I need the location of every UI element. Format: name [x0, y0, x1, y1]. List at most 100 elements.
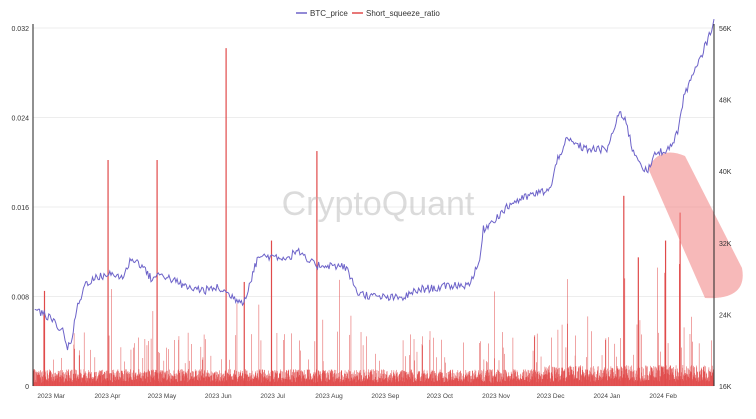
short-squeeze-bar [341, 370, 343, 386]
short-squeeze-bar [495, 377, 496, 386]
short-squeeze-bar [693, 365, 694, 386]
short-squeeze-bar [337, 378, 338, 386]
short-squeeze-bar [381, 370, 383, 386]
short-squeeze-bar [558, 368, 559, 386]
short-squeeze-bar [194, 376, 195, 386]
short-squeeze-bar [219, 370, 220, 386]
short-squeeze-bar [484, 380, 486, 386]
short-squeeze-bar [547, 374, 548, 386]
short-squeeze-bar [630, 378, 632, 386]
short-squeeze-bar [712, 372, 714, 386]
short-squeeze-bar [576, 379, 577, 386]
short-squeeze-bar [199, 380, 201, 386]
short-squeeze-bar [340, 382, 342, 386]
short-squeeze-bar [272, 373, 273, 386]
x-tick-label: 2023 May [148, 393, 177, 400]
short-squeeze-bar [245, 373, 247, 386]
short-squeeze-bar [175, 378, 177, 386]
short-squeeze-bar [149, 376, 151, 386]
short-squeeze-bar [358, 380, 359, 386]
short-squeeze-bar [149, 370, 150, 386]
short-squeeze-bar [499, 372, 500, 386]
short-squeeze-bar [58, 382, 60, 386]
short-squeeze-bar [282, 377, 283, 386]
short-squeeze-bar [519, 381, 521, 386]
short-squeeze-bar [584, 375, 586, 386]
short-squeeze-bar [173, 380, 174, 386]
short-squeeze-bar [590, 367, 592, 386]
short-squeeze-bar [609, 369, 611, 386]
short-squeeze-bar [257, 378, 259, 386]
short-squeeze-bar [336, 373, 337, 386]
short-squeeze-bar [332, 371, 333, 386]
short-squeeze-bar [55, 375, 56, 386]
short-squeeze-bar [472, 370, 473, 386]
short-squeeze-bar [605, 338, 607, 386]
short-squeeze-bar [356, 376, 358, 386]
short-squeeze-bar [338, 376, 339, 386]
short-squeeze-bar [503, 377, 504, 386]
short-squeeze-bar [678, 372, 679, 386]
short-squeeze-bar [332, 381, 334, 386]
short-squeeze-bar [210, 375, 211, 386]
short-squeeze-bar [517, 372, 518, 386]
short-squeeze-bar [166, 380, 168, 386]
short-squeeze-bar [629, 369, 630, 386]
short-squeeze-bar [382, 379, 383, 386]
short-squeeze-bar [258, 377, 259, 386]
short-squeeze-bar [360, 381, 361, 386]
short-squeeze-bar [131, 379, 133, 386]
short-squeeze-bar [581, 374, 582, 386]
short-squeeze-bar [97, 376, 98, 386]
short-squeeze-bar [123, 380, 125, 386]
short-squeeze-bar [411, 372, 412, 386]
short-squeeze-bar [479, 374, 480, 386]
short-squeeze-bar [648, 380, 650, 386]
short-squeeze-bar [109, 374, 110, 386]
short-squeeze-bar [417, 376, 418, 386]
short-squeeze-bar [277, 379, 279, 386]
short-squeeze-bar [348, 369, 349, 386]
short-squeeze-bar [240, 376, 242, 386]
short-squeeze-bar [424, 373, 426, 386]
short-squeeze-bar [77, 377, 79, 386]
short-squeeze-bar [527, 375, 528, 386]
short-squeeze-bar [638, 367, 640, 386]
short-squeeze-bar [477, 377, 478, 386]
short-squeeze-bar [112, 370, 113, 386]
short-squeeze-bar [634, 373, 636, 386]
short-squeeze-bar [195, 371, 197, 386]
short-squeeze-bar [101, 382, 102, 386]
short-squeeze-bar [174, 373, 176, 386]
short-squeeze-bar [138, 337, 139, 386]
short-squeeze-bar [673, 367, 674, 386]
short-squeeze-bar [323, 370, 324, 386]
short-squeeze-bar [193, 371, 194, 386]
short-squeeze-bar [375, 353, 376, 386]
short-squeeze-bar [551, 337, 552, 386]
short-squeeze-bar [266, 382, 267, 386]
short-squeeze-bar [704, 371, 705, 386]
short-squeeze-bar [456, 378, 457, 386]
short-squeeze-bar [72, 373, 74, 386]
short-squeeze-bar [34, 369, 35, 386]
short-squeeze-bar [571, 372, 572, 386]
short-squeeze-bar [690, 371, 692, 386]
short-squeeze-bar [240, 379, 241, 386]
short-squeeze-bar [217, 376, 218, 386]
short-squeeze-bar [124, 382, 126, 386]
short-squeeze-bar [313, 382, 314, 386]
short-squeeze-bar [72, 381, 74, 386]
short-squeeze-bar [602, 378, 603, 386]
short-squeeze-bar [526, 372, 528, 386]
short-squeeze-bar [675, 365, 677, 386]
short-squeeze-bar [707, 378, 708, 386]
short-squeeze-bar [296, 377, 297, 386]
short-squeeze-bar [189, 378, 191, 386]
short-squeeze-bar [432, 370, 433, 386]
short-squeeze-bar [308, 369, 310, 386]
short-squeeze-bar [511, 374, 512, 386]
short-squeeze-bar [223, 378, 224, 386]
short-squeeze-bar [246, 370, 248, 386]
short-squeeze-bar [118, 379, 120, 386]
